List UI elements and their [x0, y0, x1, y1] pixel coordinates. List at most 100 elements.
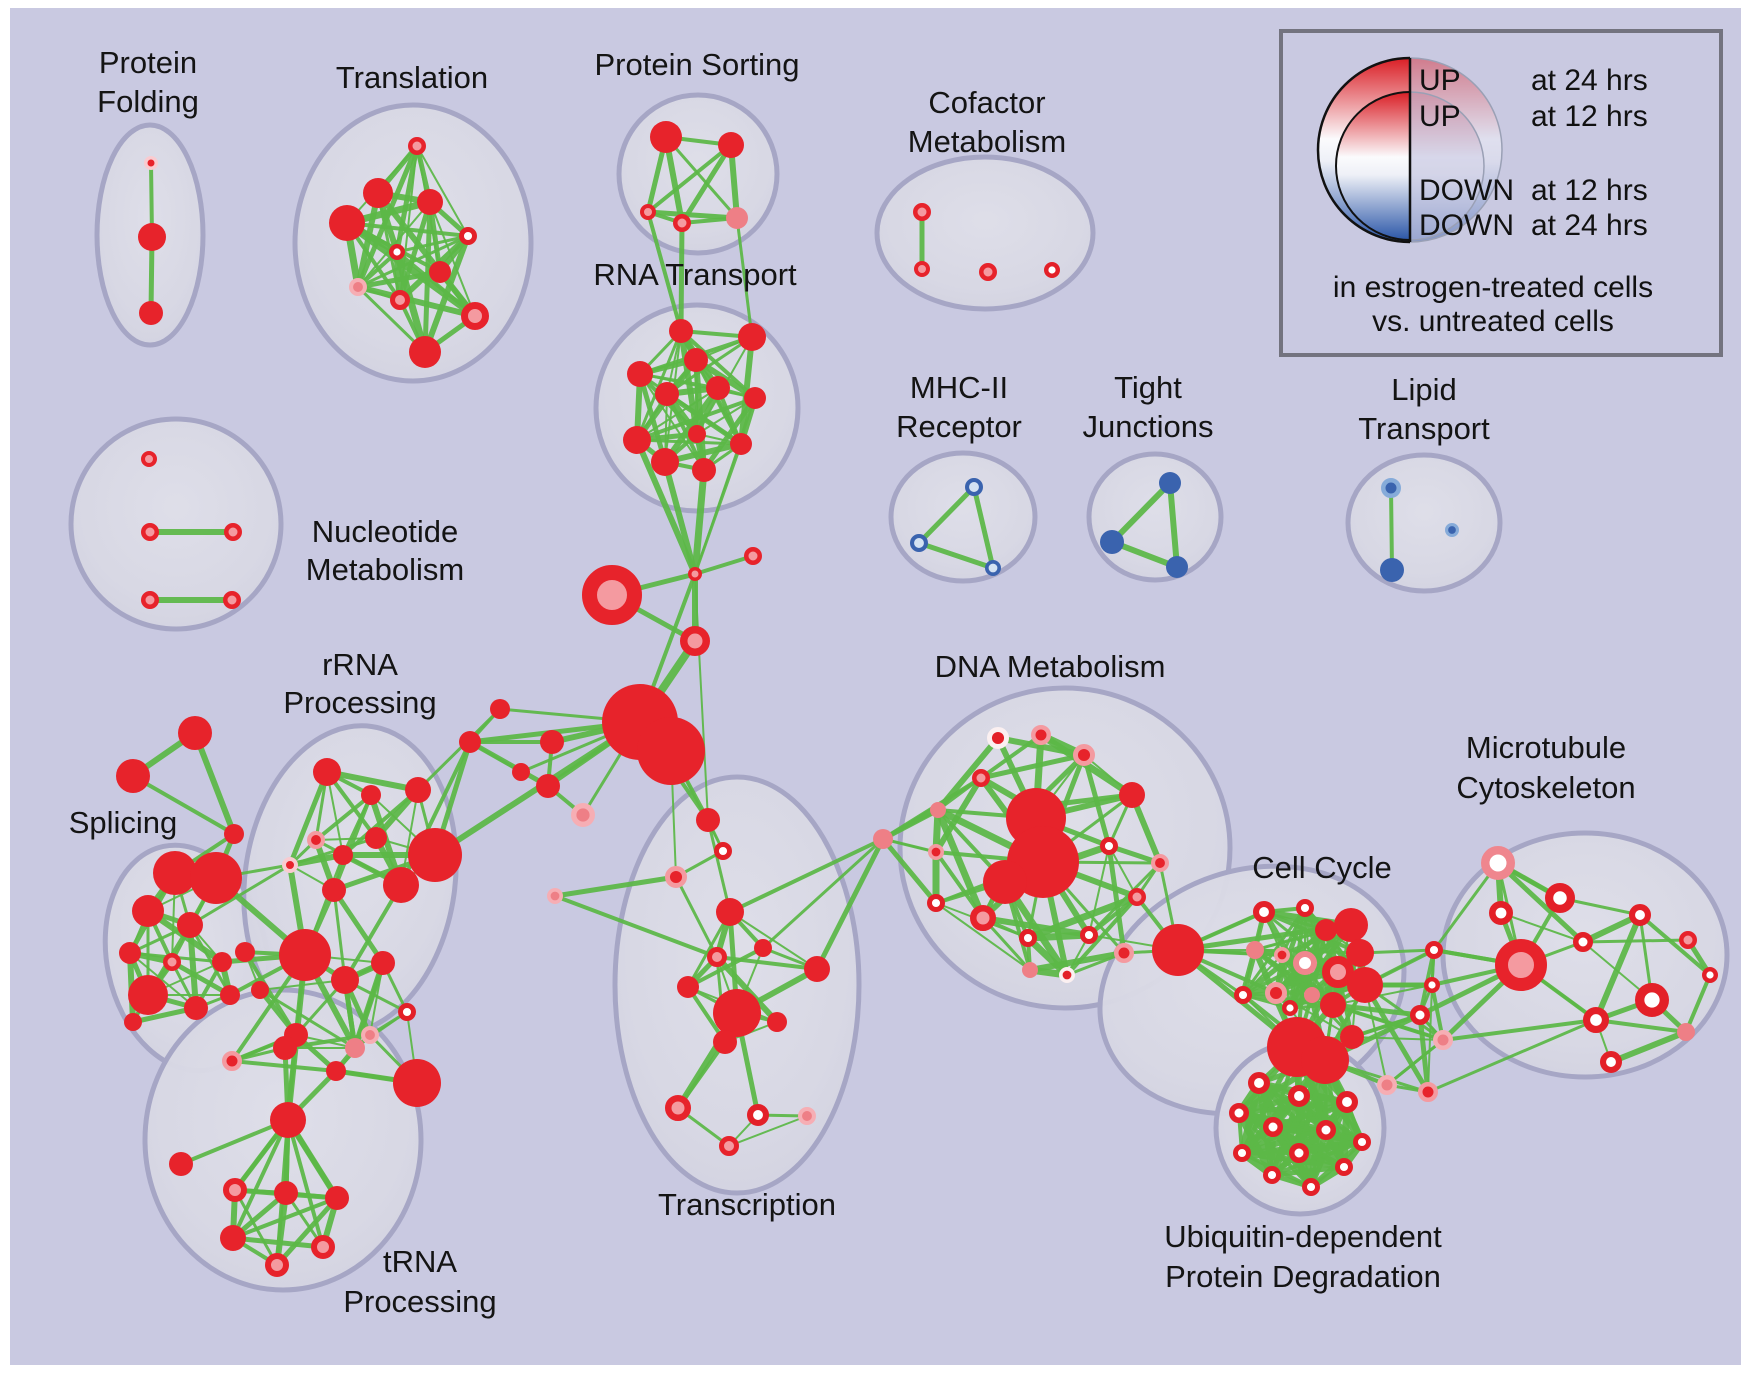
gene-node-dm16 [926, 893, 945, 912]
gene-node-cc14 [1281, 1000, 1298, 1017]
gene-node-ub2 [1288, 1085, 1311, 1108]
legend-caption-line1: in estrogen-treated cells [1333, 271, 1653, 304]
edge-t5-t8 [356, 234, 470, 289]
gene-node-nm3 [224, 523, 242, 541]
gene-node-t2 [363, 178, 393, 208]
edge-tx4-tx7 [553, 894, 719, 959]
edge-dm6-dm17 [934, 806, 987, 922]
edge-rt7-rt9 [635, 396, 757, 442]
gene-node-t8 [348, 277, 367, 296]
gene-node-j1 [688, 567, 702, 581]
edge-br6-cc10 [1362, 982, 1431, 1095]
gene-node-sp3 [132, 895, 164, 927]
edge-mt3-mt5 [1500, 912, 1584, 943]
gene-node-lh5 [490, 699, 510, 719]
edge-dm13-dm19 [1088, 845, 1110, 936]
legend-caption-line2: vs. untreated cells [1372, 305, 1614, 338]
cluster-label-nucleotide-metabolism: Nucleotide Metabolism [306, 514, 465, 587]
gene-node-tr5 [393, 1059, 441, 1107]
edge-tx3-tx4 [552, 874, 679, 899]
gene-node-t10 [461, 302, 489, 330]
gene-node-ps3 [640, 204, 656, 220]
gene-node-dm5 [972, 769, 990, 787]
gene-node-ps1 [650, 121, 682, 153]
gene-node-cf2 [914, 261, 930, 277]
edge-lp1-lp2 [1389, 486, 1394, 572]
gene-node-ub11 [1262, 1165, 1281, 1184]
gene-node-rr6 [333, 845, 353, 865]
gene-node-mt3 [1489, 900, 1514, 925]
gene-node-tx9 [713, 989, 761, 1037]
edge-ps3-rt1 [646, 210, 683, 333]
gene-node-ub1 [1248, 1072, 1271, 1095]
edge-tx7-tx10 [715, 955, 819, 971]
cluster-label-microtubule-cytoskeleton: Microtubule Cytoskeleton [1456, 730, 1635, 805]
gene-node-ps5 [726, 207, 748, 229]
edge-t7-t8 [355, 269, 443, 290]
gene-node-ub3 [1336, 1091, 1359, 1114]
gene-node-tr11 [220, 1225, 246, 1251]
legend-up12-time: at 12 hrs [1531, 100, 1648, 133]
gene-node-mt6 [1629, 904, 1652, 927]
legend-inner-left-outline [1335, 91, 1411, 241]
gene-node-rt6 [655, 382, 679, 406]
gene-node-ub7 [1352, 1132, 1371, 1151]
edge-rt6-rt12 [665, 392, 706, 472]
edge-ub10-ub11 [1269, 1164, 1347, 1178]
edge-rr9-rr15 [332, 888, 347, 982]
gene-node-nm1 [141, 451, 157, 467]
gene-node-cc15 [1320, 992, 1346, 1018]
gene-node-mt12 [1701, 967, 1718, 984]
gene-node-cc6 [1274, 946, 1291, 963]
gene-node-sp9 [184, 996, 208, 1020]
cluster-mhc-ii-receptor [888, 450, 1038, 584]
gene-node-cc12 [1264, 981, 1287, 1004]
gene-node-tx1 [696, 808, 720, 832]
gene-node-st1 [178, 716, 212, 750]
edge-br2-br6 [1427, 984, 1433, 1093]
gene-node-ub10 [1334, 1157, 1353, 1176]
edge-ps3-ps5 [645, 209, 740, 221]
cluster-label-cell-cycle: Cell Cycle [1252, 850, 1392, 885]
edge-tx12-tx13 [676, 1040, 727, 1110]
gene-node-t1 [408, 137, 426, 155]
gene-node-mt1 [1481, 846, 1515, 880]
edge-j1-j2 [693, 554, 755, 576]
gene-node-rt2 [738, 323, 766, 351]
gene-node-lh3 [571, 803, 596, 828]
gene-node-sp6 [163, 953, 181, 971]
gene-node-dm12 [983, 860, 1027, 904]
gene-node-ub6 [1316, 1120, 1336, 1140]
gene-node-dm18 [1018, 928, 1037, 947]
legend: UP at 24 hrs UP at 12 hrs DOWN at 12 hrs… [1279, 29, 1723, 357]
gene-node-dm6 [930, 802, 946, 818]
gene-node-tx4 [546, 887, 563, 904]
gene-node-cc13 [1304, 987, 1320, 1003]
gene-node-lp1 [1381, 478, 1401, 498]
gene-node-br6 [1418, 1082, 1438, 1102]
gene-node-rt12 [692, 458, 716, 482]
gene-node-mh1 [965, 477, 984, 496]
gene-node-tx14 [747, 1104, 770, 1127]
edge-rr13-rr15 [259, 979, 346, 991]
gene-node-rr1 [313, 758, 341, 786]
edge-rt7-rt8 [696, 397, 756, 435]
gene-node-mt2 [1545, 883, 1575, 913]
edge-br4-mt8 [1441, 1018, 1598, 1042]
gene-node-tx7 [707, 947, 727, 967]
gene-node-cf4 [1043, 262, 1060, 279]
gene-node-tr7 [169, 1152, 193, 1176]
cluster-label-protein-folding: Protein Folding [97, 45, 199, 119]
edge-dm9-dm17 [934, 850, 985, 920]
gene-node-cc8 [1293, 951, 1317, 975]
edge-lh2-lh4 [467, 739, 551, 789]
gene-node-rr5 [282, 857, 298, 873]
edge-br1-mt1 [1432, 861, 1500, 952]
edge-ps2-ps4 [679, 142, 734, 226]
gene-node-mt9 [1635, 982, 1670, 1017]
edge-rr1-rr3 [324, 769, 421, 793]
edge-ps2-ps3 [646, 143, 733, 214]
gene-node-sp8 [128, 975, 168, 1015]
gene-node-cf3 [979, 263, 997, 281]
